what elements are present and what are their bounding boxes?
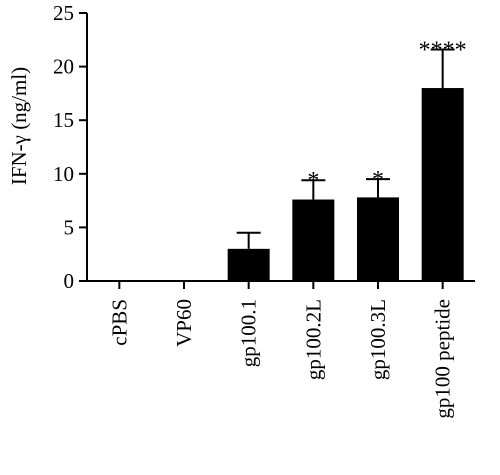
category-label: gp100 peptide xyxy=(431,299,455,419)
category-label: VP60 xyxy=(172,299,196,347)
significance-marker: **** xyxy=(419,37,467,63)
category-label: gp100.3L xyxy=(366,299,390,380)
category-label: gp100.2L xyxy=(301,299,325,380)
y-tick-label: 15 xyxy=(53,108,74,132)
axes: 0 5 10 15 20 25 xyxy=(53,1,475,293)
significance-markers: * ***** xyxy=(307,37,466,194)
error-bars xyxy=(236,48,455,249)
y-tick-label: 0 xyxy=(64,269,75,293)
significance-marker: * xyxy=(372,167,384,193)
bar xyxy=(357,197,399,281)
y-tick-label: 20 xyxy=(53,55,74,79)
bar xyxy=(421,88,464,281)
y-tick-label: 10 xyxy=(53,162,74,186)
y-tick-label: 25 xyxy=(53,1,74,25)
significance-marker: * xyxy=(307,168,319,194)
bar xyxy=(227,248,270,281)
y-axis-label: IFN-γ (ng/ml) xyxy=(7,67,31,185)
category-labels: cPBS VP60 gp100.1 gp100.2L gp100.3L gp100 pep… xyxy=(107,299,454,419)
bars xyxy=(227,88,464,281)
category-label: cPBS xyxy=(107,299,131,346)
category-label: gp100.1 xyxy=(237,299,261,367)
bar xyxy=(292,199,335,281)
y-tick-label: 5 xyxy=(64,215,75,239)
